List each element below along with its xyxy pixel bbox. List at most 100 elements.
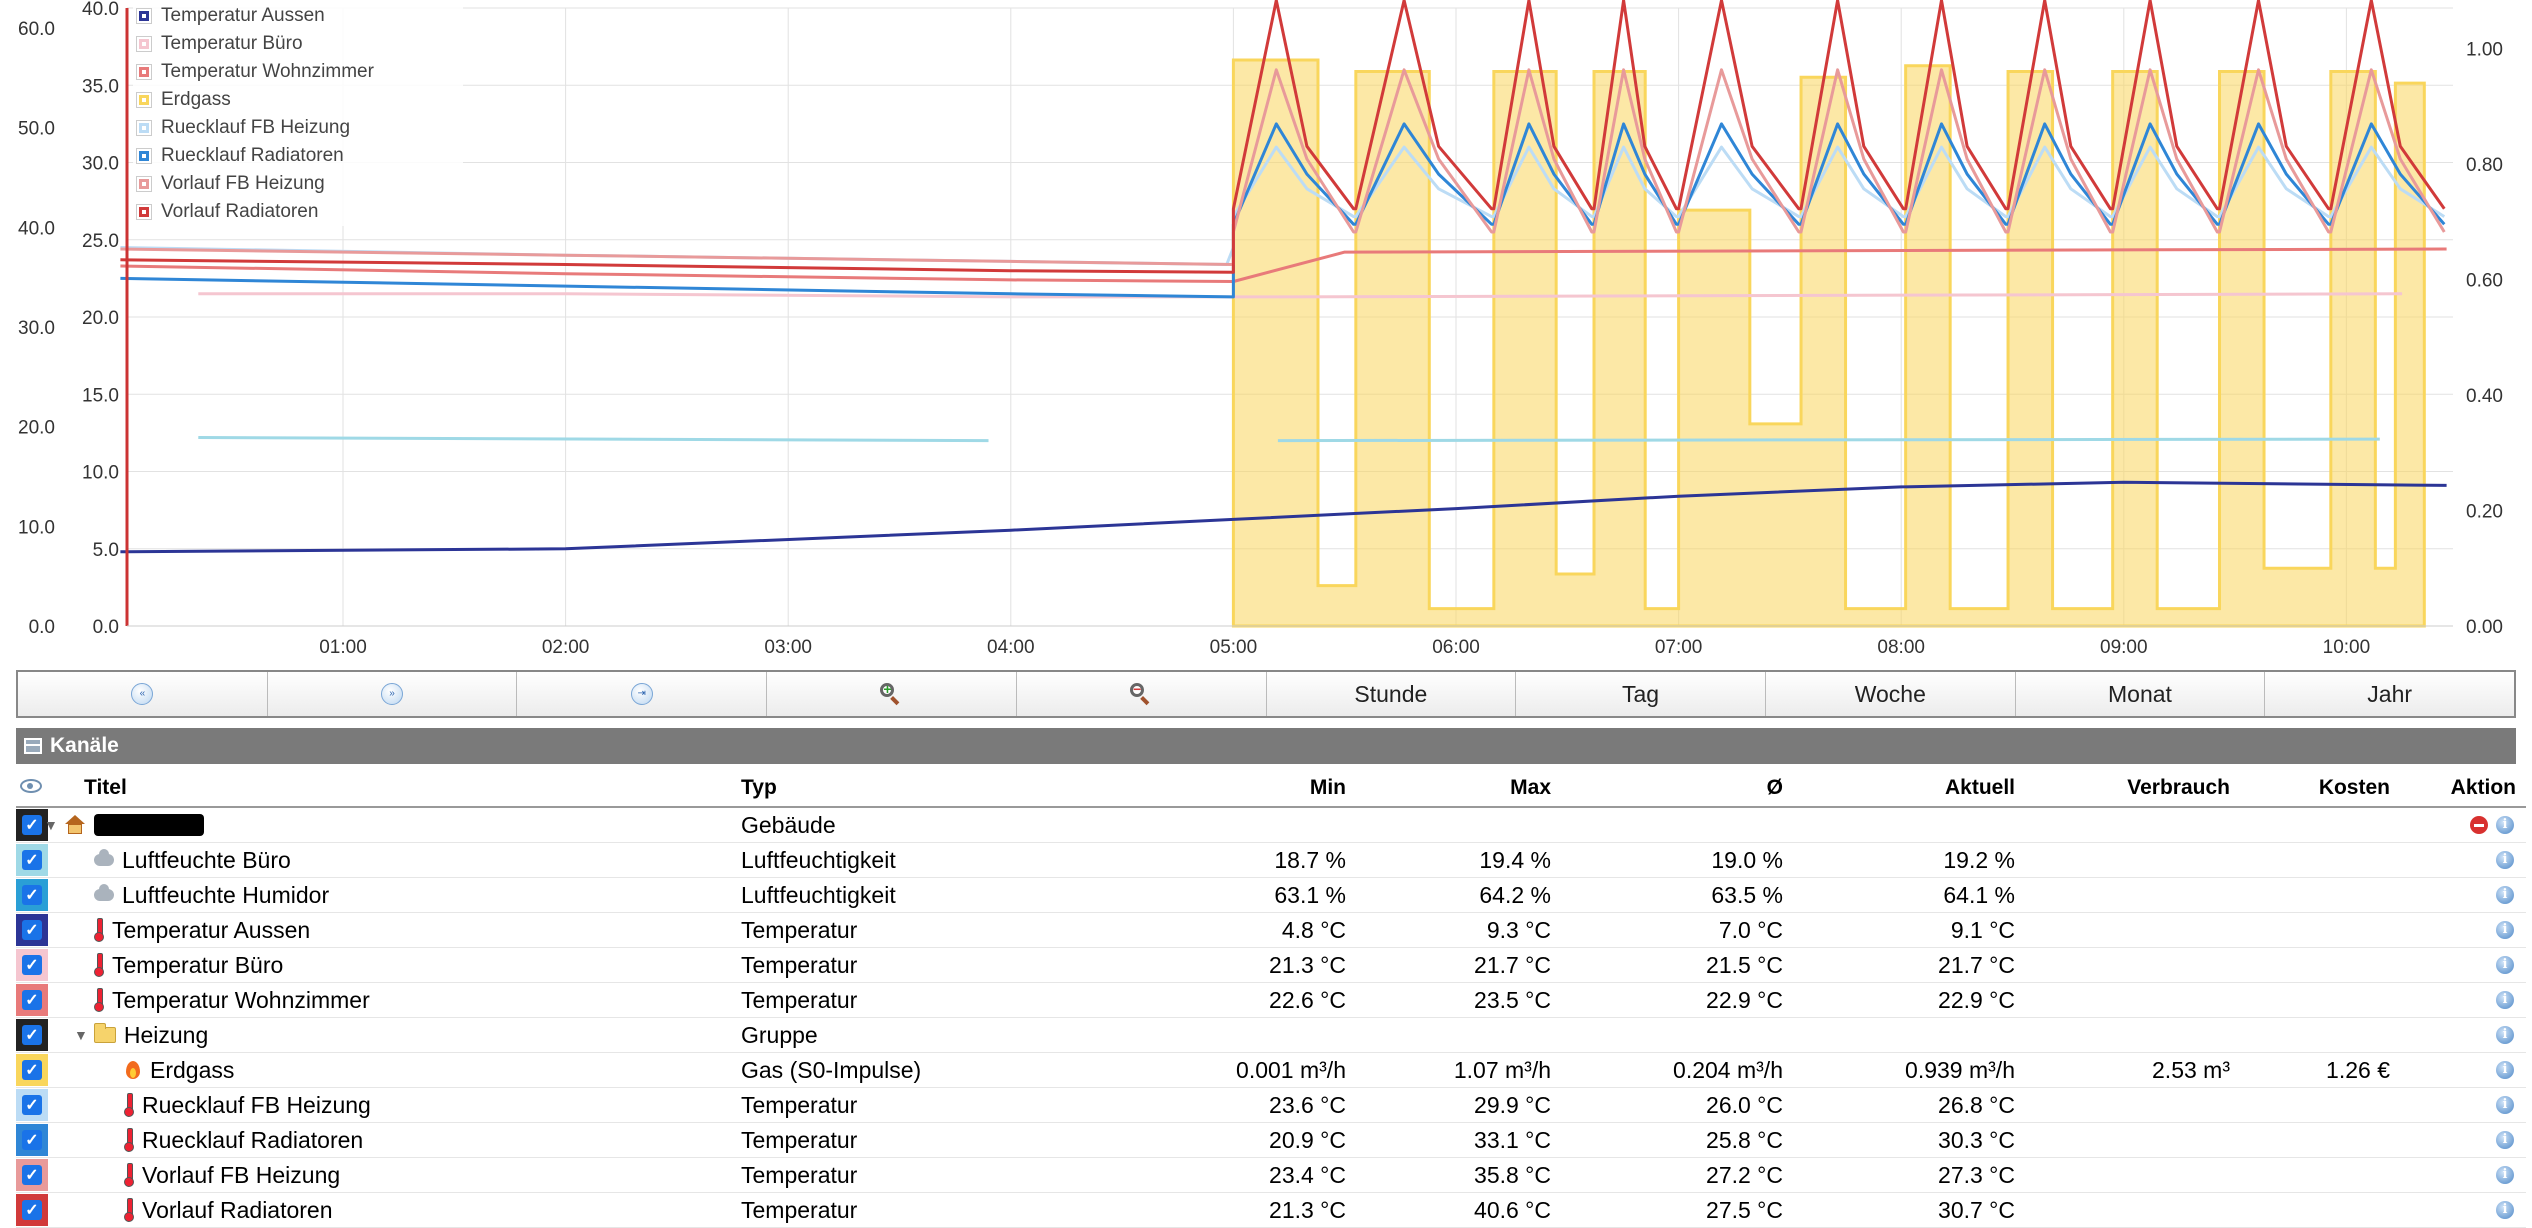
eye-icon[interactable]: [20, 779, 42, 793]
legend-swatch: [137, 37, 151, 51]
humidity-icon: [94, 884, 114, 901]
luftfeuchte-humidor-line: [1277, 437, 2380, 443]
consumption-cell: [2015, 808, 2230, 842]
table-header: Titel Typ Min Max Ø Aktuell Verbrauch Ko…: [16, 770, 2526, 808]
wohnzimmer-line: [120, 247, 2447, 283]
type-cell: Temperatur: [741, 986, 858, 1013]
legend-item[interactable]: Ruecklauf Radiatoren: [133, 142, 463, 170]
col-verbrauch[interactable]: Verbrauch: [2127, 776, 2230, 799]
channel-color-checkbox[interactable]: ✓: [16, 1019, 48, 1051]
current-cell: 21.7 °C: [1938, 951, 2015, 978]
title-cell: ▼ Heizung: [74, 1018, 208, 1052]
legend-item[interactable]: Vorlauf FB Heizung: [133, 170, 463, 198]
info-icon[interactable]: i: [2496, 1131, 2514, 1149]
table-icon: [24, 738, 42, 754]
jahr-button[interactable]: Jahr: [2265, 672, 2515, 716]
chart-area[interactable]: 01:00 02:00 03:00 04:00 05:00 06:00 07:00 08:00…: [0, 0, 2532, 665]
legend-swatch: [137, 9, 151, 23]
channel-title: Temperatur Büro: [112, 951, 284, 978]
table-row[interactable]: ✓ Luftfeuchte Büro Luftfeuchtigkeit 18.7 % 1…: [16, 843, 2526, 878]
info-icon[interactable]: i: [2496, 921, 2514, 939]
expand-toggle-icon[interactable]: ▼: [44, 817, 58, 833]
chart-svg[interactable]: 01:00 02:00 03:00 04:00 05:00 06:00 07:00 08:00…: [0, 0, 2532, 665]
table-row[interactable]: ✓ Ruecklauf FB Heizung Temperatur 23.6 °C 29…: [16, 1088, 2526, 1123]
current-cell: [1783, 808, 2015, 842]
rewind-button[interactable]: «: [18, 672, 268, 716]
legend-item[interactable]: Vorlauf Radiatoren: [133, 198, 463, 226]
type-cell: Temperatur: [741, 916, 858, 943]
max-cell: 21.7 °C: [1474, 951, 1551, 978]
legend-label: Vorlauf FB Heizung: [161, 173, 325, 194]
table-row[interactable]: ✓ Erdgass Gas (S0-Impulse) 0.001 m³/h 1.07 m…: [16, 1053, 2526, 1088]
table-row[interactable]: ✓ Temperatur Wohnzimmer Temperatur 22.6 °C 2…: [16, 983, 2526, 1018]
y-tick-label-inner: 40.0: [82, 0, 119, 20]
col-kosten[interactable]: Kosten: [2318, 776, 2390, 799]
channel-color-checkbox[interactable]: ✓: [16, 984, 48, 1016]
channel-color-checkbox[interactable]: ✓: [16, 1089, 48, 1121]
table-row[interactable]: ✓ Ruecklauf Radiatoren Temperatur 20.9 °C 33…: [16, 1123, 2526, 1158]
skip-to-end-button[interactable]: ⇥: [517, 672, 768, 716]
current-cell: 9.1 °C: [1950, 916, 2015, 943]
channel-color-checkbox[interactable]: ✓: [16, 1194, 48, 1226]
forward-button[interactable]: »: [267, 672, 518, 716]
col-min[interactable]: Min: [1309, 776, 1346, 799]
delete-icon[interactable]: [2470, 816, 2488, 834]
monat-button[interactable]: Monat: [2015, 672, 2266, 716]
zoom-out-button[interactable]: −: [1016, 672, 1267, 716]
thermometer-icon: [94, 953, 104, 977]
channel-color-checkbox[interactable]: ✓: [16, 809, 48, 841]
col-max[interactable]: Max: [1510, 776, 1551, 799]
avg-cell: 19.0 %: [1711, 846, 1783, 873]
info-icon[interactable]: i: [2496, 816, 2514, 834]
channels-table: Titel Typ Min Max Ø Aktuell Verbrauch Ko…: [16, 770, 2526, 1228]
woche-button[interactable]: Woche: [1765, 672, 2016, 716]
col-typ[interactable]: Typ: [741, 776, 777, 799]
table-row[interactable]: ✓ Temperatur Aussen Temperatur 4.8 °C 9.3 °C…: [16, 913, 2526, 948]
channel-color-checkbox[interactable]: ✓: [16, 949, 48, 981]
info-icon[interactable]: i: [2496, 851, 2514, 869]
legend-item[interactable]: Temperatur Büro: [133, 30, 463, 58]
channel-title: Ruecklauf FB Heizung: [142, 1091, 371, 1118]
tag-button[interactable]: Tag: [1516, 672, 1766, 716]
expand-toggle-icon[interactable]: ▼: [74, 1027, 88, 1043]
legend-item[interactable]: Erdgass: [133, 86, 463, 114]
channel-color-checkbox[interactable]: ✓: [16, 844, 48, 876]
info-icon[interactable]: i: [2496, 1201, 2514, 1219]
legend-item[interactable]: Ruecklauf FB Heizung: [133, 114, 463, 142]
col-aktuell[interactable]: Aktuell: [1944, 776, 2015, 799]
legend-swatch: [137, 177, 151, 191]
check-icon: ✓: [22, 1060, 42, 1080]
channel-color-checkbox[interactable]: ✓: [16, 1159, 48, 1191]
info-icon[interactable]: i: [2496, 1026, 2514, 1044]
info-icon[interactable]: i: [2496, 1096, 2514, 1114]
info-icon[interactable]: i: [2496, 886, 2514, 904]
cost-cell: [2230, 948, 2390, 982]
stunde-button[interactable]: Stunde: [1266, 672, 1517, 716]
info-icon[interactable]: i: [2496, 1166, 2514, 1184]
table-row[interactable]: ✓ Temperatur Büro Temperatur 21.3 °C 21.7 °C…: [16, 948, 2526, 983]
channel-color-checkbox[interactable]: ✓: [16, 1054, 48, 1086]
table-row[interactable]: ✓ Luftfeuchte Humidor Luftfeuchtigkeit 63.1…: [16, 878, 2526, 913]
max-cell: 40.6 °C: [1474, 1196, 1551, 1223]
consumption-cell: [2015, 843, 2230, 877]
table-row[interactable]: ✓ ▼ Heizung Gruppe i: [16, 1018, 2526, 1053]
table-row[interactable]: ✓ ▼ Gebäude i: [16, 808, 2526, 843]
channel-color-checkbox[interactable]: ✓: [16, 879, 48, 911]
col-titel[interactable]: Titel: [84, 776, 127, 799]
info-icon[interactable]: i: [2496, 956, 2514, 974]
table-row[interactable]: ✓ Vorlauf FB Heizung Temperatur 23.4 °C 35.8…: [16, 1158, 2526, 1193]
info-icon[interactable]: i: [2496, 991, 2514, 1009]
redacted-title: [93, 814, 204, 836]
col-avg[interactable]: Ø: [1766, 776, 1783, 799]
max-cell: 35.8 °C: [1474, 1161, 1551, 1188]
zoom-in-button[interactable]: +: [767, 672, 1017, 716]
legend-item[interactable]: Temperatur Wohnzimmer: [133, 58, 463, 86]
table-row[interactable]: ✓ Vorlauf Radiatoren Temperatur 21.3 °C 40.6…: [16, 1193, 2526, 1228]
check-icon: ✓: [22, 815, 42, 835]
channel-color-checkbox[interactable]: ✓: [16, 1124, 48, 1156]
legend-item[interactable]: Temperatur Aussen: [133, 2, 463, 30]
consumption-cell: [2015, 1088, 2230, 1122]
info-icon[interactable]: i: [2496, 1061, 2514, 1079]
legend-swatch: [137, 93, 151, 107]
channel-color-checkbox[interactable]: ✓: [16, 914, 48, 946]
